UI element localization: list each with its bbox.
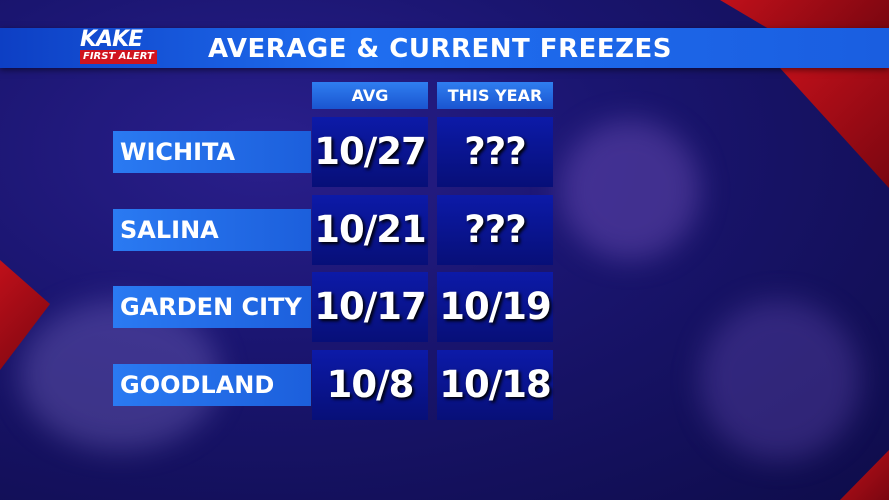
title: AVERAGE & CURRENT FREEZES	[208, 34, 672, 64]
this-year-cell: 10/18	[437, 349, 553, 420]
row-label: WICHITA	[113, 131, 311, 173]
row-label: GOODLAND	[113, 363, 311, 406]
avg-cell: 10/27	[312, 117, 428, 187]
avg-cell: 10/21	[312, 194, 428, 265]
this-year-cell: ???	[437, 194, 553, 265]
column-header: AVG	[312, 82, 428, 109]
this-year-cell: ???	[437, 117, 553, 187]
row-label: SALINA	[113, 208, 311, 251]
logo-tagline: FIRST ALERT	[80, 50, 157, 64]
column-header: THIS YEAR	[437, 82, 553, 109]
logo-brand: KAKE	[80, 27, 143, 52]
avg-cell: 10/8	[312, 349, 428, 420]
corner-accent	[720, 0, 889, 30]
this-year-cell: 10/19	[437, 272, 553, 342]
corner-accent	[780, 68, 889, 188]
background-bokeh	[560, 120, 700, 260]
background-bokeh	[700, 300, 860, 460]
corner-accent	[840, 450, 889, 500]
row-label: GARDEN CITY	[113, 286, 311, 328]
avg-cell: 10/17	[312, 272, 428, 342]
